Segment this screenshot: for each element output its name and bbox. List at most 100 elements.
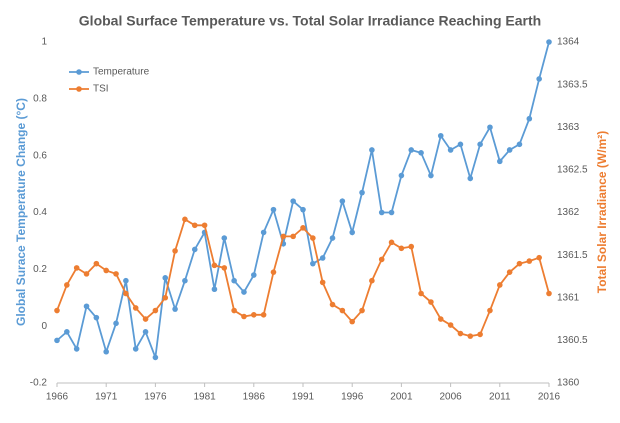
point <box>329 235 336 241</box>
y-tick-label: 0.6 <box>33 150 47 161</box>
point <box>339 198 346 204</box>
point <box>310 260 316 267</box>
point <box>162 294 169 301</box>
point <box>546 290 552 297</box>
y2-tick-label: 1361 <box>557 292 580 303</box>
point <box>54 307 60 314</box>
point <box>437 132 444 139</box>
point <box>477 141 483 148</box>
point <box>506 269 513 275</box>
point <box>319 279 326 286</box>
point <box>359 189 365 196</box>
point <box>437 316 444 322</box>
point <box>467 175 474 182</box>
point <box>428 172 434 179</box>
point <box>103 348 109 355</box>
point <box>73 265 80 271</box>
y-tick-label: 0.8 <box>33 93 47 104</box>
point <box>516 141 523 148</box>
point <box>64 329 70 335</box>
point <box>211 262 218 269</box>
point <box>211 286 218 293</box>
point <box>260 312 267 318</box>
point <box>418 150 424 156</box>
point <box>172 306 178 312</box>
point <box>408 243 415 250</box>
point <box>369 277 375 284</box>
point <box>132 305 139 311</box>
x-tick-label: 1991 <box>292 392 315 403</box>
point <box>290 198 296 204</box>
point <box>123 277 129 284</box>
chart-title: Global Surface Temperature vs. Total Sol… <box>79 13 541 29</box>
point <box>497 282 503 288</box>
point <box>113 271 119 277</box>
point <box>83 271 90 277</box>
y2-tick-label: 1363 <box>557 122 580 133</box>
point <box>546 39 552 45</box>
point <box>536 254 542 261</box>
point <box>526 258 533 264</box>
y2-tick-label: 1364 <box>557 37 580 48</box>
point <box>487 307 493 314</box>
point <box>241 313 247 320</box>
point <box>428 299 434 305</box>
point <box>339 307 346 314</box>
x-tick-label: 1986 <box>243 392 266 403</box>
point <box>359 307 365 314</box>
point <box>477 331 483 338</box>
point <box>398 172 405 179</box>
y-tick-label: 0.2 <box>33 264 47 275</box>
point <box>93 314 100 321</box>
point <box>388 239 395 246</box>
x-tick-label: 1981 <box>193 392 216 403</box>
legend-label: TSI <box>93 84 109 95</box>
point <box>398 245 405 252</box>
legend-label: Temperature <box>93 67 150 78</box>
point <box>221 235 228 241</box>
point <box>260 229 267 236</box>
point <box>536 76 542 82</box>
point <box>447 322 454 328</box>
point <box>497 158 503 165</box>
point <box>378 209 385 216</box>
point <box>231 277 237 284</box>
point <box>378 256 385 263</box>
x-tick-label: 1971 <box>95 392 118 403</box>
point <box>191 246 198 253</box>
y2-tick-label: 1363.5 <box>557 79 588 90</box>
point <box>152 354 159 361</box>
y-axis-title: Global Surace Temperature Change (°C) <box>14 98 28 326</box>
point <box>251 272 257 278</box>
y2-tick-label: 1362 <box>557 207 580 218</box>
y-tick-label: 1 <box>41 37 47 48</box>
point <box>152 307 159 314</box>
point <box>93 260 100 267</box>
point <box>408 147 415 153</box>
point <box>516 260 523 267</box>
point <box>290 233 296 240</box>
point <box>64 282 70 288</box>
point <box>457 330 464 337</box>
point <box>270 206 277 213</box>
point <box>54 337 60 344</box>
x-tick-label: 2011 <box>489 392 511 403</box>
point <box>142 329 149 335</box>
point <box>191 222 198 229</box>
point <box>349 318 356 325</box>
point <box>221 265 228 271</box>
point <box>201 222 208 229</box>
y2-tick-label: 1361.5 <box>557 250 588 261</box>
point <box>182 277 188 284</box>
point <box>132 346 139 352</box>
point <box>447 147 454 153</box>
point <box>487 124 493 131</box>
point <box>270 269 277 275</box>
point <box>123 290 129 297</box>
point <box>388 209 395 216</box>
legend-marker <box>76 69 82 75</box>
point <box>251 312 257 318</box>
point <box>280 233 287 240</box>
